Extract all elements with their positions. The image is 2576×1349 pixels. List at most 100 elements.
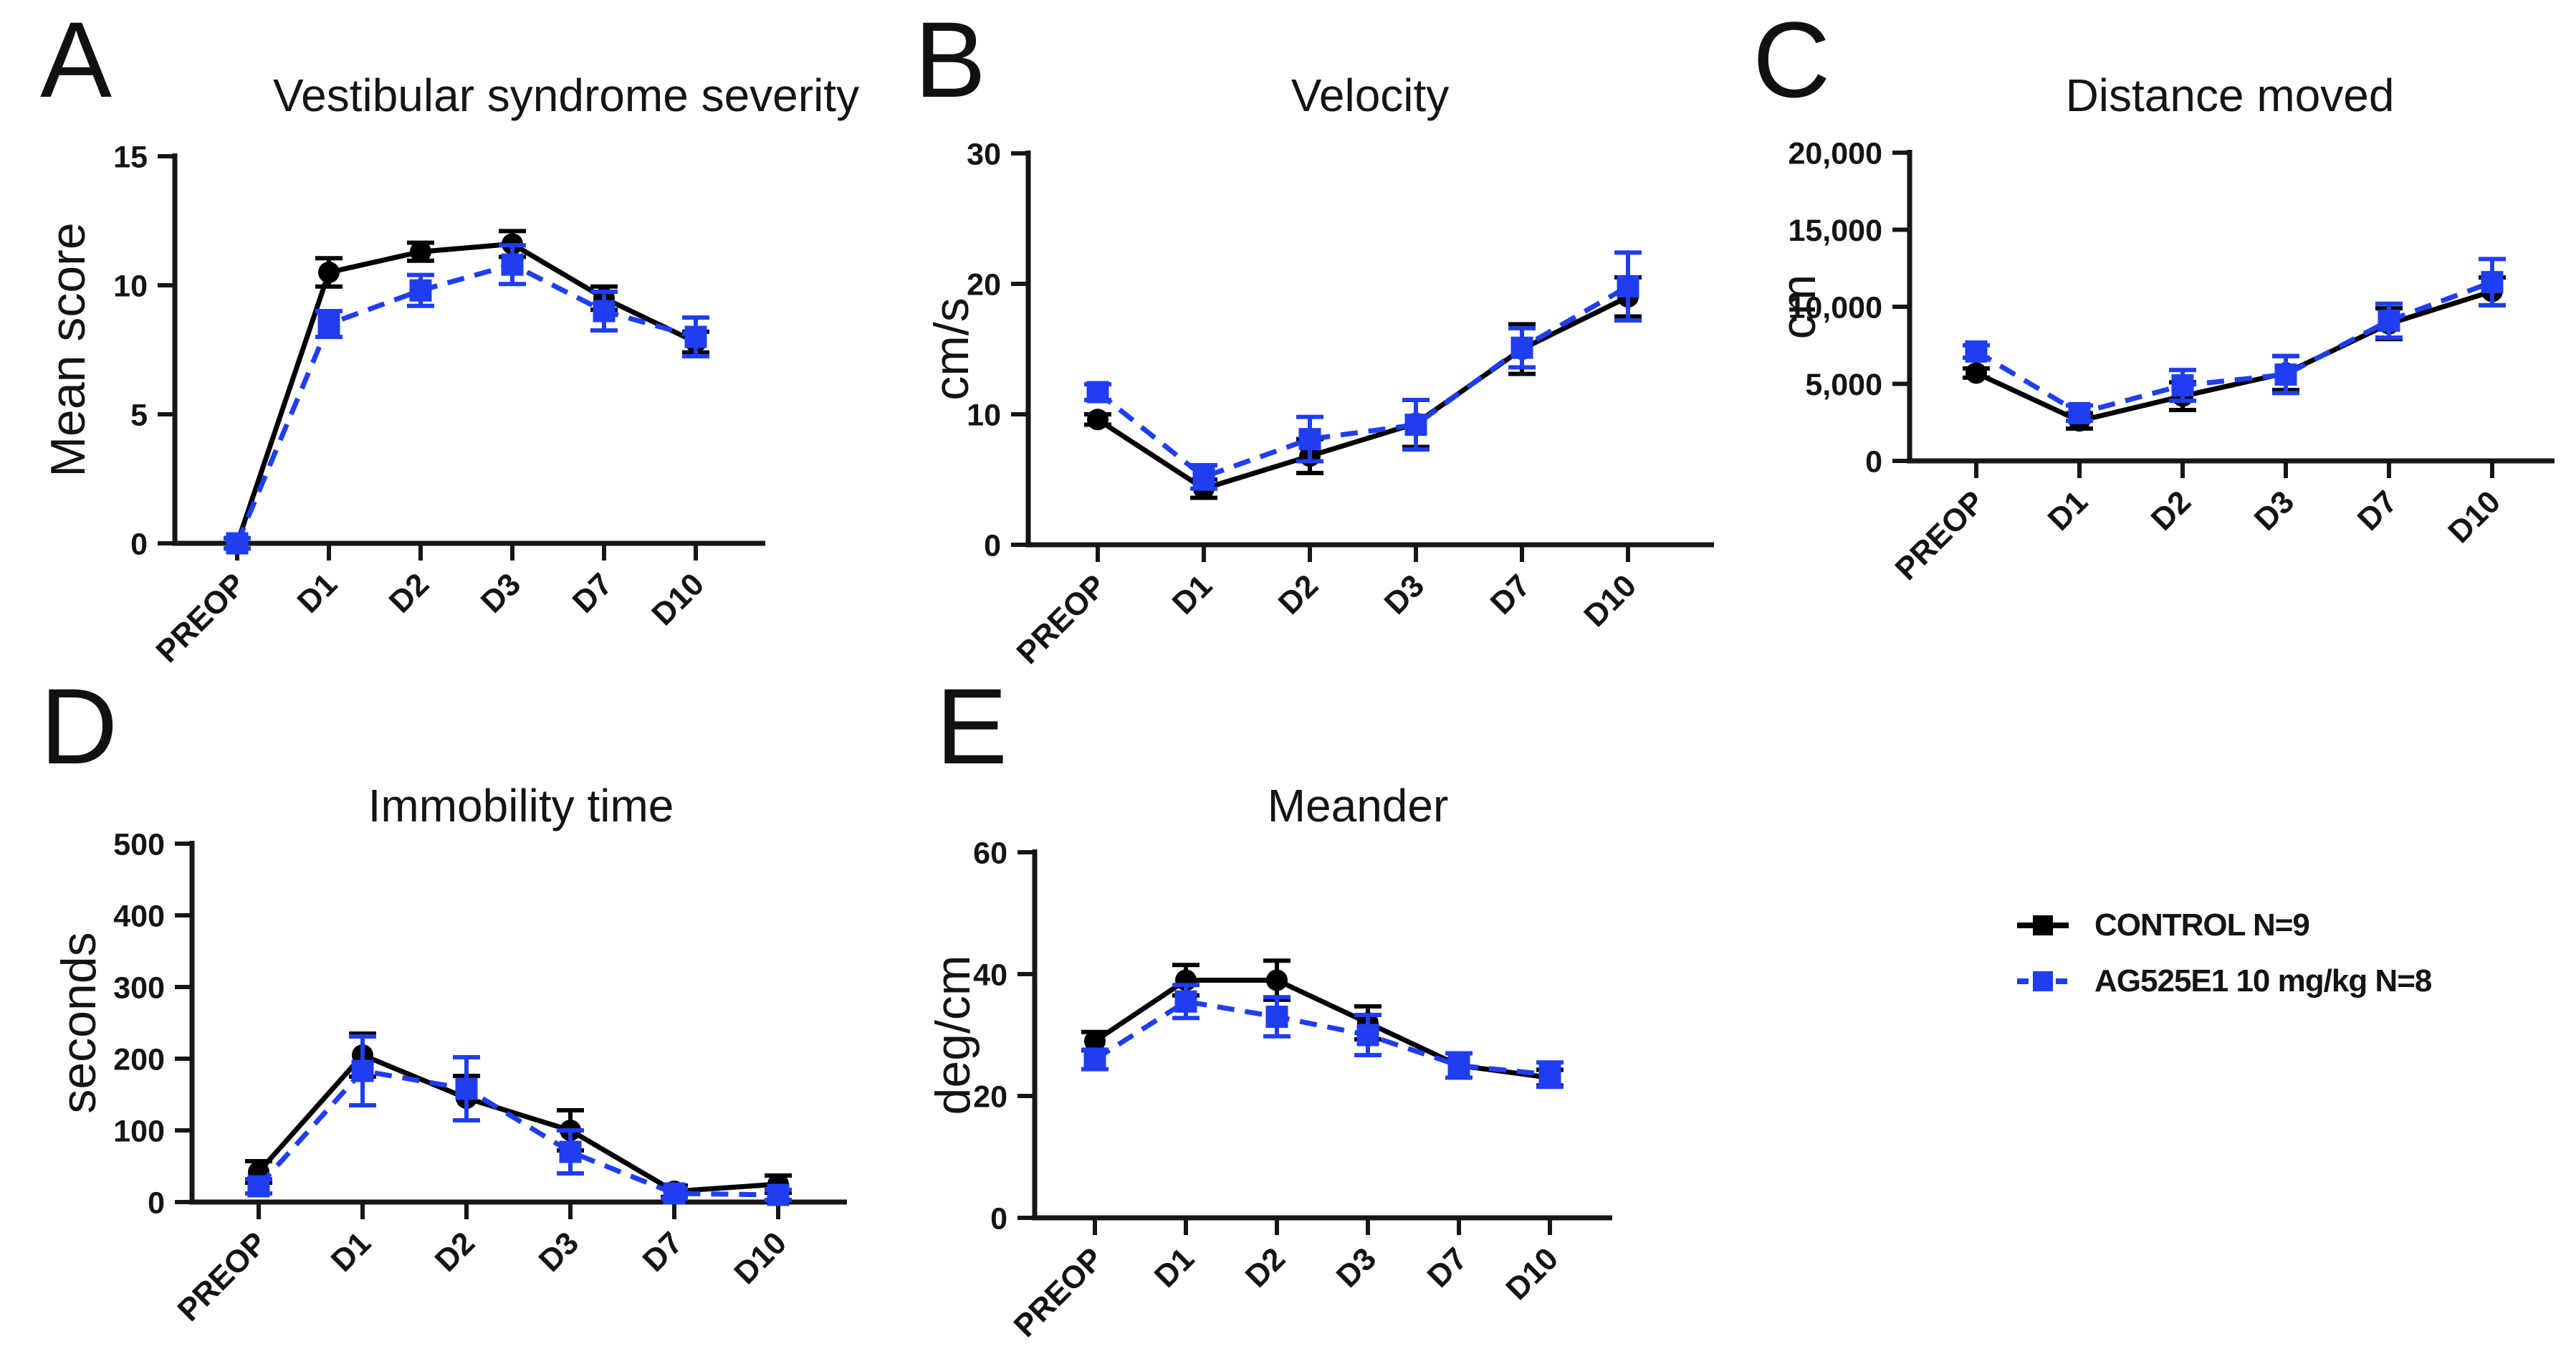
data-point-marker — [2378, 309, 2400, 332]
series-treated — [245, 1034, 792, 1206]
legend-label-control: CONTROL N=9 — [2094, 907, 2310, 943]
x-tick-label: D10 — [1577, 568, 1643, 634]
panel-a-chart: 0 5 10 15 PREOP D1 D2 D3 D7 D10 — [113, 140, 765, 669]
y-axis-label-seconds: seconds — [52, 932, 106, 1114]
x-tick-label: D2 — [2145, 484, 2198, 537]
y-axis-label-mean-score: Mean score — [41, 222, 95, 477]
x-tick-label: D1 — [291, 566, 344, 619]
data-point-marker — [684, 325, 707, 348]
data-point-marker — [317, 313, 340, 335]
y-tick-label: 60 — [973, 836, 1007, 870]
data-point-marker — [2068, 401, 2091, 424]
series-line — [1975, 280, 2494, 416]
series-treated — [1084, 250, 1642, 491]
x-tick-label: D7 — [1484, 568, 1537, 621]
control-series-marker-icon — [2017, 915, 2069, 935]
data-point-marker — [593, 300, 616, 323]
x-tick-label: PREOP — [1007, 1241, 1110, 1344]
data-point-marker — [247, 1175, 270, 1198]
chart-title-meander: Meander — [1267, 780, 1449, 831]
y-tick-label: 20 — [973, 1079, 1007, 1114]
x-tick-label: D10 — [727, 1225, 793, 1291]
y-axis-label-cm: cm — [1771, 274, 1826, 340]
y-tick-label: 15 — [113, 140, 148, 174]
x-tick-label: D2 — [1239, 1241, 1292, 1294]
data-point-marker — [1265, 1006, 1288, 1028]
series-control — [1084, 275, 1642, 500]
figure-legend: CONTROL N=9 AG525E1 10 mg/kg N=8 — [2016, 907, 2432, 999]
y-tick-label: 10 — [113, 269, 148, 303]
x-tick-label: D10 — [1499, 1241, 1565, 1307]
x-tick-label: D7 — [566, 566, 619, 619]
legend-row-treated: AG525E1 10 mg/kg N=8 — [2016, 963, 2432, 999]
x-tick-label: D3 — [1330, 1241, 1383, 1294]
data-point-marker — [1192, 465, 1215, 488]
series-treated — [224, 243, 709, 555]
data-point-marker — [1965, 362, 1987, 384]
x-tick-label: PREOP — [149, 566, 252, 669]
chart-title-velocity: Velocity — [1291, 70, 1450, 121]
series-control — [224, 229, 709, 554]
x-tick-label: D2 — [1272, 568, 1325, 621]
data-point-marker — [1298, 428, 1321, 451]
y-tick-label: 20,000 — [1788, 136, 1882, 171]
data-point-marker — [767, 1183, 790, 1206]
data-point-marker — [409, 279, 432, 302]
y-axis-label-cms: cm/s — [924, 297, 979, 401]
y-tick-label: 300 — [113, 971, 165, 1005]
x-tick-label: D3 — [532, 1225, 585, 1278]
chart-title-immobility: Immobility time — [368, 780, 674, 831]
data-point-marker — [455, 1077, 478, 1100]
data-point-marker — [410, 241, 431, 263]
x-tick-label: PREOP — [171, 1225, 274, 1328]
series-line — [257, 1068, 779, 1198]
data-point-marker — [1356, 1024, 1379, 1047]
y-tick-label: 10 — [967, 398, 1001, 432]
data-point-marker — [1617, 275, 1639, 298]
x-tick-label: D3 — [2248, 484, 2301, 537]
treated-series-marker-icon — [2017, 971, 2069, 991]
y-tick-label: 5,000 — [1805, 368, 1882, 402]
series-line — [1096, 295, 1629, 492]
x-tick-label: D7 — [636, 1225, 689, 1278]
panel-letter-c: C — [1753, 0, 1831, 120]
y-tick-label: 0 — [990, 1201, 1007, 1236]
x-tick-label: PREOP — [1010, 568, 1113, 671]
y-tick-label: 10,000 — [1788, 290, 1882, 325]
data-point-marker — [226, 532, 249, 555]
series-control — [1963, 275, 2506, 432]
data-point-marker — [1447, 1054, 1470, 1077]
y-tick-label: 500 — [113, 827, 165, 862]
x-tick-label: D3 — [474, 566, 527, 619]
y-tick-label: 0 — [148, 1186, 165, 1220]
y-tick-label: 100 — [113, 1114, 165, 1148]
series-line — [1096, 284, 1629, 480]
y-tick-label: 0 — [1865, 444, 1882, 479]
data-point-marker — [1965, 340, 1988, 363]
panel-letter-e: E — [936, 666, 1008, 786]
data-point-marker — [1086, 381, 1109, 404]
data-point-marker — [2171, 374, 2194, 397]
y-axis-label-degcm: deg/cm — [926, 955, 980, 1115]
x-tick-label: D1 — [1148, 1241, 1201, 1294]
legend-label-treated: AG525E1 10 mg/kg N=8 — [2094, 963, 2432, 998]
data-point-marker — [1083, 1048, 1106, 1071]
y-tick-label: 30 — [967, 137, 1001, 171]
data-point-marker — [2274, 363, 2297, 386]
series-treated — [1081, 983, 1564, 1090]
y-tick-label: 200 — [113, 1042, 165, 1077]
data-point-marker — [1087, 409, 1109, 431]
data-point-marker — [1084, 1030, 1106, 1052]
chart-title-distance: Distance moved — [2065, 70, 2395, 121]
panel-d-chart: 0 100 200 300 400 500 PREOP D1 D2 D3 D7 D10 — [113, 827, 847, 1328]
x-tick-label: D1 — [2041, 484, 2094, 537]
panel-letter-d: D — [40, 666, 118, 786]
panel-letter-a: A — [40, 0, 112, 120]
data-point-marker — [2481, 271, 2504, 294]
data-point-marker — [663, 1182, 686, 1205]
x-tick-label: PREOP — [1888, 484, 1991, 587]
y-tick-label: 15,000 — [1788, 214, 1882, 248]
y-tick-label: 0 — [130, 527, 148, 561]
